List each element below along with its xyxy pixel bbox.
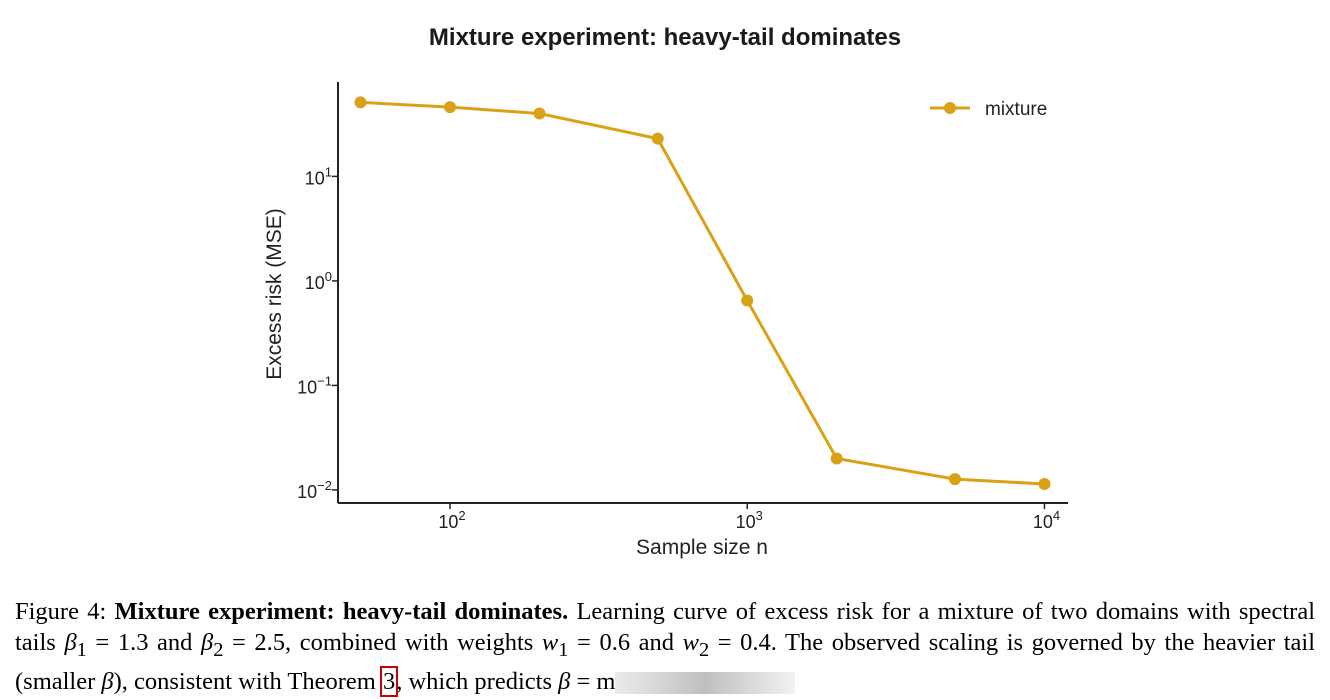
legend: mixture bbox=[930, 99, 1047, 120]
legend-marker bbox=[944, 102, 956, 114]
beta-2: β bbox=[201, 629, 214, 656]
data-point bbox=[651, 132, 664, 145]
figure-bold-title: Mixture experiment: heavy-tail dominates… bbox=[114, 598, 569, 625]
y-axis-label: Excess risk (MSE) bbox=[263, 208, 286, 380]
w-2: w bbox=[682, 629, 699, 656]
x-tick-label: 102 bbox=[438, 508, 465, 532]
chart-title: Mixture experiment: heavy-tail dominates bbox=[429, 24, 901, 51]
chart: Mixture experiment: heavy-tail dominates… bbox=[263, 24, 1068, 559]
y-tick-label: 10−2 bbox=[297, 478, 332, 502]
data-point bbox=[948, 473, 961, 486]
y-tick-label: 100 bbox=[305, 269, 332, 293]
y-tick-label: 101 bbox=[305, 164, 332, 188]
w-1: w bbox=[541, 629, 559, 656]
y-tick-label: 10−1 bbox=[297, 373, 332, 397]
beta-1: β bbox=[64, 629, 77, 656]
caption-eq-2: = 2.5, combined with weights bbox=[223, 629, 542, 656]
legend-label: mixture bbox=[985, 99, 1047, 120]
caption-text-4: = m bbox=[570, 667, 616, 695]
beta-2-sub: 2 bbox=[213, 638, 224, 661]
data-point bbox=[354, 96, 367, 109]
figure-label: Figure 4: bbox=[15, 598, 107, 625]
caption-eq-3: = 0.6 and bbox=[568, 629, 683, 656]
data-point bbox=[443, 101, 456, 114]
x-ticks: 102 103 104 bbox=[438, 503, 1060, 532]
w-2-sub: 2 bbox=[698, 638, 710, 661]
series-line-mixture bbox=[360, 100, 1045, 486]
data-point bbox=[830, 452, 843, 465]
caption-text-2: ), consistent with Theorem bbox=[113, 667, 382, 695]
caption-text-3: , which predicts bbox=[396, 667, 559, 695]
cut-off-overlay bbox=[615, 672, 796, 695]
data-point bbox=[533, 107, 546, 120]
caption-eq-1: = 1.3 and bbox=[86, 629, 202, 656]
data-point bbox=[741, 294, 754, 307]
beta-1-sub: 1 bbox=[76, 638, 87, 661]
x-tick-label: 103 bbox=[736, 508, 763, 532]
caption-text-1: Learning curve of excess risk for a mixt… bbox=[15, 598, 1316, 656]
x-axis-label: Sample size n bbox=[636, 536, 768, 559]
data-point bbox=[1038, 477, 1051, 490]
x-tick-label: 104 bbox=[1033, 508, 1060, 532]
figure-caption: Figure 4: Mixture experiment: heavy-tail… bbox=[15, 596, 1315, 697]
series-layer bbox=[354, 96, 1051, 490]
theorem-link[interactable]: 3 bbox=[379, 665, 399, 697]
y-ticks: 10−2 10−1 100 101 bbox=[297, 164, 338, 502]
beta-4: β bbox=[558, 667, 571, 695]
caption-eq-4: = 0.4. The observed scaling is governed … bbox=[15, 629, 1315, 695]
axes bbox=[337, 82, 1068, 504]
w-1-sub: 1 bbox=[558, 638, 569, 661]
beta-3: β bbox=[101, 667, 114, 695]
